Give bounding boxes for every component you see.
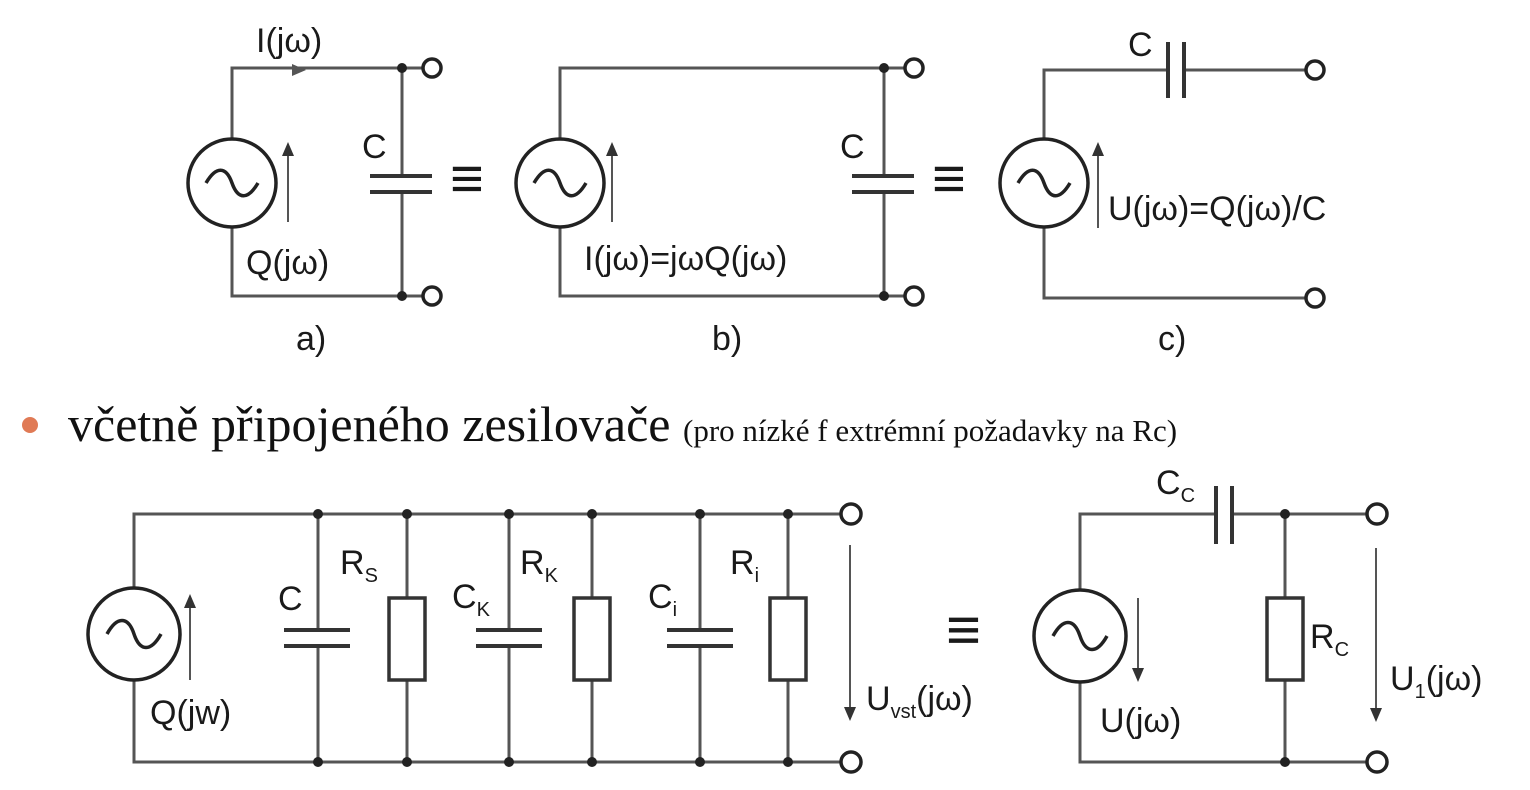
top-wire-left xyxy=(1078,512,1216,590)
capacitor-label: C xyxy=(362,128,387,166)
sine-wave-icon xyxy=(1051,620,1109,652)
bullet-dot xyxy=(22,417,38,433)
arrow-head-icon xyxy=(1132,668,1144,682)
diagram-d: Q(jw) C RS CK RK Ci Ri Uvst(jω) xyxy=(86,502,973,774)
junction-dot xyxy=(1280,509,1290,519)
junction-dot xyxy=(587,509,597,519)
bottom-wire xyxy=(558,228,912,298)
junction-dot xyxy=(397,63,407,73)
bullet-main-text: včetně připojeného zesilovače xyxy=(68,396,671,452)
sine-wave-icon xyxy=(204,168,260,198)
equivalence-symbol: ≡ xyxy=(932,146,966,211)
top-wire-left xyxy=(1042,68,1168,138)
resistor-rk-label: RK xyxy=(520,544,559,587)
sine-wave-icon xyxy=(532,168,588,198)
bottom-wire xyxy=(230,228,432,298)
diagram-e: CC U(jω) RC U1(jω) xyxy=(1032,464,1482,774)
junction-dot xyxy=(879,63,889,73)
capacitor-label: C xyxy=(840,128,865,166)
caption-c: c) xyxy=(1158,320,1186,358)
terminal xyxy=(903,57,925,79)
sine-wave-icon xyxy=(105,618,163,650)
output-voltage-label: Uvst(jω) xyxy=(866,680,973,723)
junction-dot xyxy=(504,509,514,519)
resistor-rs-label: RS xyxy=(340,544,378,587)
resistor-ri-label: Ri xyxy=(730,544,759,587)
junction-dot xyxy=(879,291,889,301)
source-voltage-label: U(jω) xyxy=(1100,702,1181,740)
arrow-head-icon xyxy=(184,594,196,608)
top-wire xyxy=(132,512,842,588)
top-wire xyxy=(558,66,912,138)
terminal xyxy=(421,57,443,79)
terminal xyxy=(1304,287,1326,309)
diagram-b: I(jω)=jωQ(jω) C b) xyxy=(514,57,925,358)
junction-dot xyxy=(695,757,705,767)
charge-label: Q(jω) xyxy=(246,244,329,282)
junction-dot xyxy=(402,509,412,519)
terminal xyxy=(839,502,863,526)
top-wire xyxy=(230,66,432,138)
junction-dot xyxy=(397,291,407,301)
caption-b: b) xyxy=(712,320,742,358)
junction-dot xyxy=(1280,757,1290,767)
junction-dot xyxy=(504,757,514,767)
junction-dot xyxy=(587,757,597,767)
terminal xyxy=(1365,750,1389,774)
caption-a: a) xyxy=(296,320,326,358)
bullet-text: včetně připojeného zesilovače (pro nízké… xyxy=(68,395,1177,453)
resistor-symbol xyxy=(1265,596,1305,682)
voltage-label: U(jω)=Q(jω)/C xyxy=(1108,190,1326,228)
current-label: I(jω) xyxy=(256,22,322,60)
resistor-rc-label: RC xyxy=(1310,618,1349,661)
bullet-note-text: (pro nízké f extrémní požadavky na Rc) xyxy=(683,413,1178,448)
output-voltage-label: U1(jω) xyxy=(1390,660,1482,703)
arrow-head-icon xyxy=(282,142,294,156)
junction-dot xyxy=(783,757,793,767)
arrow-head-icon xyxy=(844,707,856,721)
junction-dot xyxy=(313,509,323,519)
junction-dot xyxy=(402,757,412,767)
bottom-wire xyxy=(1078,682,1368,764)
capacitor-label: C xyxy=(1128,26,1153,64)
capacitor-c-label: C xyxy=(278,580,303,618)
junction-dot xyxy=(695,509,705,519)
coupling-cap-label: CC xyxy=(1156,464,1195,507)
equivalence-symbol: ≡ xyxy=(450,146,484,211)
equivalence-symbol: ≡ xyxy=(946,596,981,663)
terminal xyxy=(1304,59,1326,81)
diagram-c: C U(jω)=Q(jω)/C c) xyxy=(998,26,1326,358)
bottom-wire xyxy=(132,680,842,764)
resistor-symbol xyxy=(387,596,427,682)
terminal xyxy=(1365,502,1389,526)
terminal xyxy=(903,285,925,307)
sine-wave-icon xyxy=(1016,168,1072,198)
capacitor-ck-label: CK xyxy=(452,578,491,621)
arrow-head-icon xyxy=(1092,142,1104,156)
junction-dot xyxy=(313,757,323,767)
resistor-symbol xyxy=(768,596,808,682)
resistor-symbol xyxy=(572,596,612,682)
junction-dot xyxy=(783,509,793,519)
terminal xyxy=(839,750,863,774)
relation-label: I(jω)=jωQ(jω) xyxy=(584,240,787,278)
arrow-head-icon xyxy=(1370,708,1382,722)
capacitor-ci-label: Ci xyxy=(648,578,677,621)
current-arrow-icon xyxy=(292,64,306,76)
source-label: Q(jw) xyxy=(150,694,231,732)
bottom-wire xyxy=(1042,228,1306,300)
terminal xyxy=(421,285,443,307)
diagram-a: I(jω) Q(jω) C a) xyxy=(186,22,443,358)
arrow-head-icon xyxy=(606,142,618,156)
